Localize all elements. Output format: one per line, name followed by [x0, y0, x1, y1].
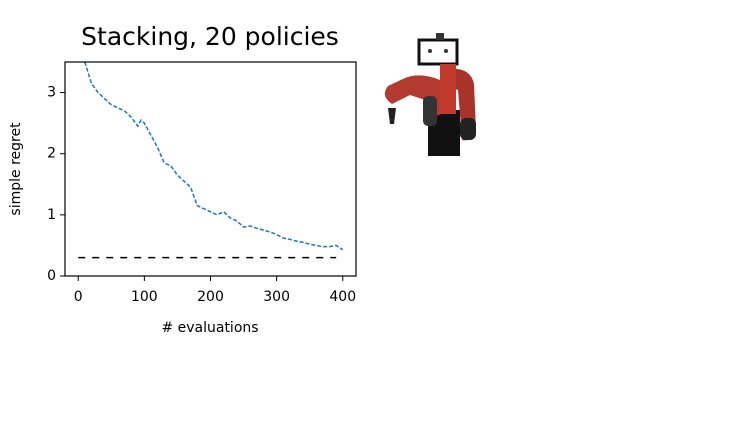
y-tick-label: 2 [47, 146, 56, 162]
y-tick-label: 0 [47, 268, 56, 284]
x-tick-label: 400 [329, 289, 356, 305]
x-tick-label: 0 [74, 289, 83, 305]
line-series [84, 61, 344, 251]
x-tick-label: 100 [131, 289, 158, 305]
x-tick-label: 300 [263, 289, 290, 305]
x-axis-label: # evaluations [161, 320, 258, 336]
plot-frame [64, 61, 357, 277]
y-axis-label: simple regret [8, 122, 24, 216]
y-tick-label: 1 [47, 207, 56, 223]
x-tick-label: 200 [197, 289, 224, 305]
robot-image [384, 33, 476, 156]
chart-title: Stacking, 20 policies [81, 22, 339, 51]
y-tick-label: 3 [47, 85, 56, 101]
